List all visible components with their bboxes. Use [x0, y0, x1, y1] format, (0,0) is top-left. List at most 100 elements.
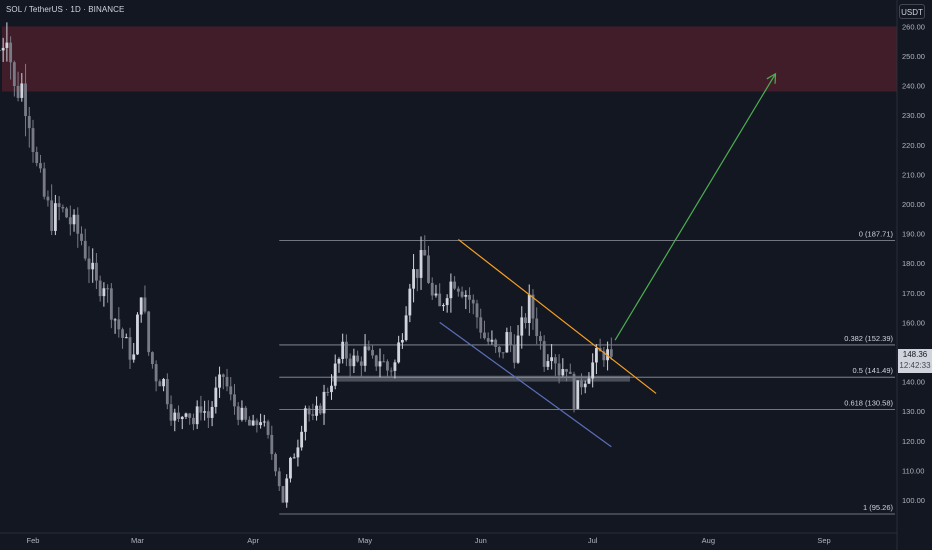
candle-body [337, 359, 341, 364]
candle-body [382, 361, 386, 363]
zones-layer [2, 26, 897, 382]
candle-body [471, 299, 475, 304]
candle-body [587, 378, 591, 384]
candle-body [539, 336, 542, 342]
candle-body [106, 288, 110, 290]
candle-body [460, 291, 464, 297]
candle-body [266, 421, 270, 435]
candle-body [35, 152, 39, 164]
candle-body [568, 371, 572, 374]
candle-body [445, 298, 449, 306]
support-zone[interactable] [331, 375, 630, 382]
candle-body [434, 293, 438, 296]
candle-body [24, 83, 27, 117]
resistance-zone[interactable] [2, 26, 897, 92]
candle-body [244, 407, 248, 420]
candle-body [289, 457, 292, 479]
candle-body [527, 294, 531, 323]
projection-arrow-head [766, 72, 777, 84]
candle-body [505, 332, 509, 353]
candle-body [464, 295, 468, 297]
candle-body [561, 369, 565, 376]
candle-body [497, 346, 501, 353]
candle-body [486, 338, 490, 342]
time-tick-label: Mar [131, 536, 144, 545]
candle-body [333, 363, 337, 386]
candle-body [83, 240, 87, 259]
candle-body [524, 317, 527, 323]
candle-body [206, 411, 210, 418]
candle-body [199, 406, 203, 413]
candle-body [262, 421, 266, 423]
candle-body [520, 317, 524, 336]
price-axis: 100.00110.00120.00130.00140.00150.00160.… [896, 0, 925, 550]
candle-body [606, 349, 610, 361]
candle-body [162, 379, 166, 387]
last-price-tag: 148.36 12:42:33 [898, 349, 932, 373]
candle-body [65, 208, 68, 218]
candle-body [57, 203, 61, 207]
candle-body [95, 262, 98, 281]
candle-body [281, 486, 285, 503]
candle-body [218, 374, 221, 388]
candle-body [494, 339, 498, 347]
candle-body [516, 335, 520, 363]
candle-body [113, 319, 117, 321]
symbol-title: SOL / TetherUS · 1D · BINANCE [6, 5, 125, 14]
candle-body [121, 329, 124, 338]
candle-body [359, 361, 363, 366]
candle-body [572, 373, 576, 409]
price-tick-label: 170.00 [902, 289, 925, 298]
price-tick-label: 100.00 [902, 496, 925, 505]
downtrend-top-trendline[interactable] [457, 239, 657, 394]
candle-body [501, 352, 505, 354]
candle-body [147, 311, 151, 353]
currency-button[interactable]: USDT [899, 4, 925, 19]
time-tick-label: Aug [702, 536, 715, 545]
candle-body [109, 288, 113, 320]
candle-body [132, 354, 136, 360]
candle-body [259, 422, 263, 426]
candle-body [512, 344, 516, 363]
candle-body [277, 471, 281, 487]
fib-level-label: 1 (95.26) [863, 503, 894, 512]
candle-body [1, 47, 5, 51]
candle-body [468, 295, 471, 300]
candle-body [124, 337, 128, 339]
candle-body [535, 318, 539, 337]
candle-body [475, 303, 479, 318]
candle-body [408, 288, 412, 316]
candle-body [300, 431, 304, 448]
candle-body [591, 362, 595, 379]
candle-body [553, 357, 557, 364]
candle-body [285, 478, 289, 503]
candle-body [363, 346, 367, 366]
candle-body [326, 391, 330, 393]
candle-body [136, 314, 139, 355]
price-tick-label: 180.00 [902, 259, 925, 268]
candle-body [423, 250, 427, 256]
bar-countdown: 12:42:33 [899, 361, 931, 370]
fib-level-label: 0.382 (152.39) [844, 334, 893, 343]
candle-body [61, 206, 65, 209]
candle-body [307, 408, 311, 415]
downtrend-bottom-trendline[interactable] [439, 321, 612, 448]
candles-layer [0, 22, 613, 508]
fib-retracement: 0 (187.71) 0.382 (152.39) 0.5 (141.49) 0.61… [279, 229, 895, 515]
price-tick-label: 230.00 [902, 111, 925, 120]
trendlines-layer [439, 72, 777, 448]
projection-arrow-line[interactable] [614, 73, 777, 341]
candle-body [143, 297, 147, 312]
candle-body [5, 42, 9, 48]
candle-body [292, 457, 296, 459]
candle-body [583, 383, 587, 388]
price-tick-label: 130.00 [902, 407, 925, 416]
candle-body [602, 351, 606, 361]
candle-body [102, 288, 106, 297]
candle-body [270, 434, 274, 455]
candle-body [315, 405, 318, 416]
candle-body [404, 315, 408, 341]
candle-body [400, 340, 404, 343]
price-tick-label: 210.00 [902, 170, 925, 179]
